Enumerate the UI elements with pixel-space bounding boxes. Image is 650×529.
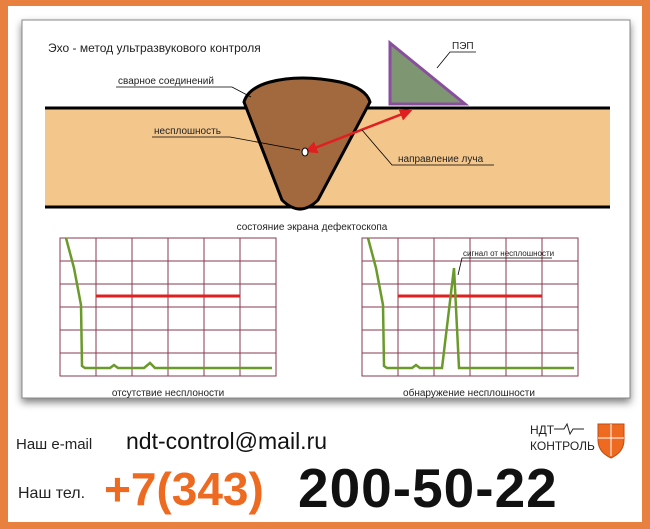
- defect: [301, 147, 309, 157]
- probe-icon: [388, 39, 470, 106]
- beam-label: направление луча: [398, 154, 484, 165]
- logo-graphic: НДТ КОНТРОЛЬ: [530, 422, 625, 459]
- probe-label: ПЭП: [452, 41, 474, 52]
- signal-label: сигнал от несплошности: [463, 249, 554, 258]
- phone-number[interactable]: 200-50-22: [298, 457, 558, 519]
- echo-method-diagram: Эхо - метод ультразвукового контроля сва…: [21, 19, 631, 399]
- phone-label: Наш тел.: [18, 485, 86, 502]
- diagram-title: Эхо - метод ультразвукового контроля: [48, 41, 261, 55]
- defect-label: несплошность: [154, 126, 221, 137]
- signal-trace: [64, 237, 272, 370]
- screen-caption-left: отсутствие несплоности: [112, 388, 224, 399]
- phone-code[interactable]: +7(343): [104, 463, 264, 515]
- company-logo: НДТ КОНТРОЛЬ: [528, 420, 628, 465]
- screen-caption-right: обнаружение несплошности: [403, 387, 535, 399]
- card: Эхо - метод ультразвукового контроля сва…: [8, 6, 642, 522]
- svg-text:НДТ: НДТ: [530, 423, 555, 437]
- email-label: Наш e-mail: [16, 436, 93, 453]
- screen-right: [361, 237, 579, 377]
- signal-trace: [366, 237, 574, 370]
- email-link[interactable]: ndt-control@mail.ru: [126, 428, 328, 454]
- screen-left: [59, 237, 277, 377]
- beam-arrow: [304, 108, 413, 154]
- screen-title: состояние экрана дефектоскопа: [237, 221, 388, 233]
- svg-text:КОНТРОЛЬ: КОНТРОЛЬ: [530, 439, 595, 453]
- weld-label: сварное соединений: [118, 76, 214, 87]
